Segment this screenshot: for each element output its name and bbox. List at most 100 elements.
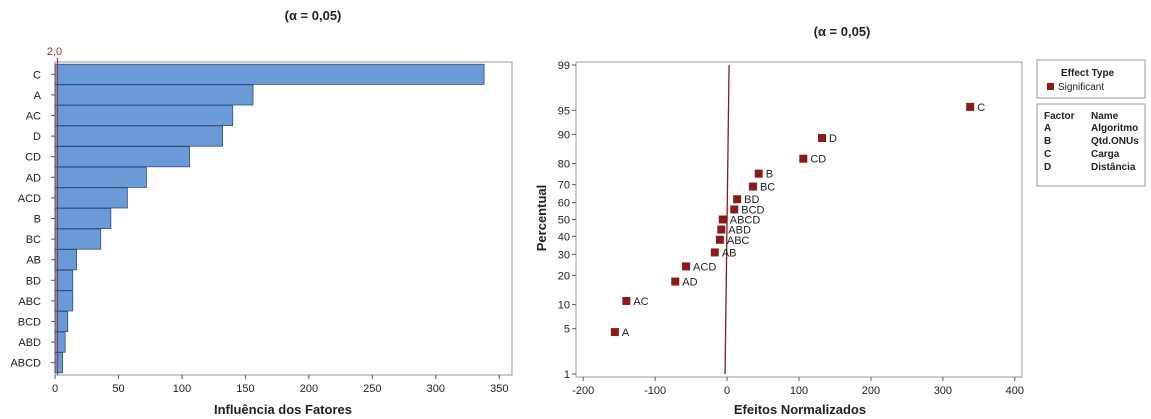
normal-plot-title: (α = 0,05) [814,24,871,39]
pareto-x-tick-0: 0 [52,383,58,395]
pareto-x-tick-300: 300 [427,383,445,395]
normal-point-label-abc: ABC [727,235,750,247]
pareto-bar-ac [54,105,234,126]
normal-point-bd [733,195,742,204]
normal-point-label-c: C [977,102,985,114]
pareto-bar-c [54,63,485,85]
legend-effect-type-header: Effect Type [1061,68,1115,79]
normal-point-label-cd: CD [810,154,826,166]
normal-point-label-abcd: ABCD [730,215,761,227]
normal-point-label-b: B [766,169,773,181]
legend-name-header: Name [1091,111,1119,122]
normal-point-d [818,134,827,143]
normal-point-abc [715,235,724,244]
legend-factor-b: B [1044,136,1051,147]
normal-point-bcd [730,205,739,214]
pareto-y-tick-abc: ABC [18,296,41,308]
pareto-y-tick-acd: ACD [18,193,41,205]
normal-y-tick-30: 30 [558,249,570,261]
normal-y-tick-1: 1 [564,369,570,381]
normal-y-tick-20: 20 [558,270,570,282]
pareto-bar-bcd [54,311,69,332]
legend-name-c: Carga [1091,149,1120,160]
normal-point-label-ad: AD [682,277,697,289]
pareto-bar-abd [54,331,66,353]
pareto-x-tick-250: 250 [363,383,381,395]
normal-y-tick-60: 60 [558,198,570,210]
normal-y-tick-5: 5 [564,324,570,336]
normal-point-c [966,102,975,111]
pareto-bar-a [54,84,254,106]
pareto-y-tick-ac: AC [26,111,41,123]
pareto-x-tick-150: 150 [236,383,254,395]
legend: Effect Type Significant Factor Name A Alg… [1036,59,1146,187]
pareto-reference-label: 2,0 [47,46,62,58]
normal-y-tick-90: 90 [558,129,570,141]
normal-point-ac [622,296,631,305]
pareto-x-axis-label: Influência dos Fatores [214,402,352,417]
normal-point-label-d: D [829,133,837,145]
pareto-bar-ad [54,166,147,188]
pareto-y-tick-ad: AD [26,172,41,184]
normal-point-label-bc: BC [760,182,775,194]
pareto-bar-acd [54,187,128,209]
pareto-y-tick-bd: BD [26,275,41,287]
normal-y-tick-99: 99 [558,60,570,72]
pareto-x-tick-100: 100 [173,383,191,395]
normal-x-tick-400: 400 [1006,385,1024,397]
normal-point-label-abd: ABD [728,225,751,237]
normal-x-tick--100: -100 [644,385,666,397]
normal-point-label-bcd: BCD [741,204,764,216]
pareto-x-tick-200: 200 [300,383,318,395]
normal-point-label-acd: ACD [693,261,716,273]
normal-point-acd [682,262,691,271]
pareto-y-tick-a: A [34,90,42,102]
pareto-y-tick-d: D [33,131,41,143]
normal-plot-frame [575,61,1023,378]
normal-y-tick-10: 10 [558,300,570,312]
pareto-y-tick-cd: CD [25,152,41,164]
pareto-bar-abcd [54,352,64,374]
pareto-bar-ab [54,249,77,271]
pareto-y-tick-bc: BC [26,234,41,246]
normal-y-tick-80: 80 [558,159,570,171]
normal-point-label-a: A [622,327,630,339]
normal-y-axis-label: Percentual [534,185,549,251]
pareto-y-tick-c: C [33,69,41,81]
pareto-bar-cd [54,146,190,168]
pareto-y-tick-ab: AB [26,255,41,267]
normal-y-tick-95: 95 [558,105,570,117]
legend-factor-c: C [1044,149,1051,160]
pareto-chart-title: (α = 0,05) [285,8,342,23]
normal-y-tick-70: 70 [558,180,570,192]
pareto-bar-bc [54,228,102,250]
normal-reference-line [724,64,730,375]
legend-factor-a: A [1044,123,1051,134]
normal-point-bc [748,182,757,191]
pareto-y-tick-b: B [34,214,41,226]
normal-point-label-bd: BD [744,194,759,206]
legend-name-b: Qtd.ONUs [1091,136,1139,147]
normal-point-ab [710,248,719,257]
normal-point-ad [671,277,680,286]
legend-significant-label: Significant [1058,82,1104,93]
normal-point-b [754,169,763,178]
legend-factor-d: D [1044,162,1051,173]
pareto-bar-b [54,208,112,229]
legend-factor-box [1036,103,1146,187]
legend-significant-marker [1047,83,1054,90]
normal-point-label-ab: AB [722,247,737,259]
normal-x-tick-200: 200 [862,385,880,397]
normal-x-tick-300: 300 [934,385,952,397]
legend-factor-header: Factor [1044,111,1075,122]
normal-point-abcd [718,215,727,224]
normal-y-tick-50: 50 [558,215,570,227]
pareto-y-tick-bcd: BCD [18,317,41,329]
pareto-bar-d [54,125,223,147]
normal-x-tick-100: 100 [790,385,808,397]
pareto-y-tick-abcd: ABCD [10,358,41,370]
normal-point-a [610,328,619,337]
pareto-y-tick-abd: ABD [18,337,41,349]
